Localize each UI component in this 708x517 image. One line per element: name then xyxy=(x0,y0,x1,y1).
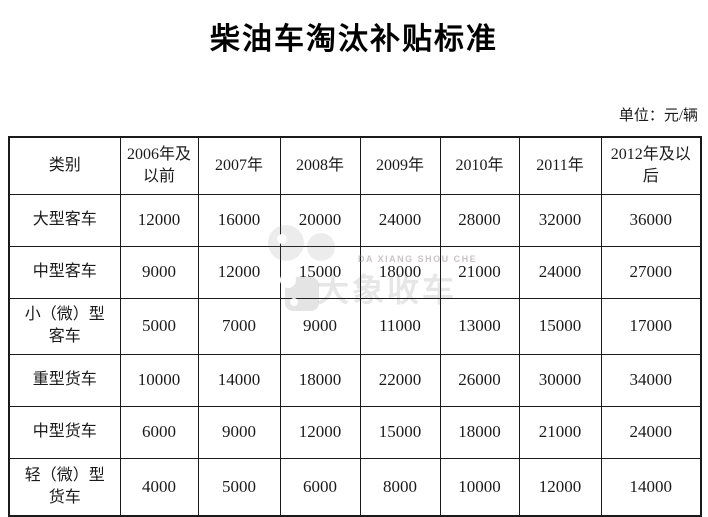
table-cell: 12000 xyxy=(279,405,361,459)
row-header: 轻（微）型 货车 xyxy=(8,457,121,517)
table-cell: 14000 xyxy=(197,353,281,407)
table-row-small-bus: 小（微）型 客车 5000 7000 9000 11000 13000 1500… xyxy=(8,297,702,355)
row-header: 重型货车 xyxy=(8,353,121,407)
table-cell: 12000 xyxy=(119,193,199,247)
table-cell: 36000 xyxy=(600,193,702,247)
table-cell: 9000 xyxy=(279,297,361,355)
unit-label: 单位：元/辆 xyxy=(618,108,698,124)
table-cell: 5000 xyxy=(197,457,281,517)
column-header-category: 类别 xyxy=(8,136,121,195)
table-cell: 13000 xyxy=(439,297,520,355)
header-row: 类别 2006年及 以前 2007年 2008年 2009年 2010年 201… xyxy=(8,136,702,195)
row-header: 大型客车 xyxy=(8,193,121,247)
subsidy-table-container: 类别 2006年及 以前 2007年 2008年 2009年 2010年 201… xyxy=(8,136,702,517)
table-cell: 16000 xyxy=(197,193,281,247)
column-header-2011: 2011年 xyxy=(518,136,602,195)
table-cell: 24000 xyxy=(518,245,602,299)
page-title: 柴油车淘汰补贴标准 xyxy=(210,23,498,56)
table-cell: 12000 xyxy=(197,245,281,299)
table-cell: 11000 xyxy=(359,297,441,355)
table-cell: 9000 xyxy=(197,405,281,459)
table-cell: 21000 xyxy=(518,405,602,459)
subsidy-table: 类别 2006年及 以前 2007年 2008年 2009年 2010年 201… xyxy=(8,136,702,517)
table-row-heavy-truck: 重型货车 10000 14000 18000 22000 26000 30000… xyxy=(8,353,702,407)
table-cell: 9000 xyxy=(119,245,199,299)
table-row-medium-bus: 中型客车 9000 12000 15000 18000 21000 24000 … xyxy=(8,245,702,299)
table-cell: 5000 xyxy=(119,297,199,355)
table-cell: 15000 xyxy=(279,245,361,299)
column-header-2007: 2007年 xyxy=(197,136,281,195)
table-cell: 14000 xyxy=(600,457,702,517)
table-cell: 24000 xyxy=(600,405,702,459)
row-header: 中型客车 xyxy=(8,245,121,299)
table-cell: 15000 xyxy=(359,405,441,459)
table-cell: 20000 xyxy=(279,193,361,247)
table-cell: 22000 xyxy=(359,353,441,407)
table-cell: 24000 xyxy=(359,193,441,247)
table-cell: 30000 xyxy=(518,353,602,407)
row-header: 小（微）型 客车 xyxy=(8,297,121,355)
table-cell: 8000 xyxy=(359,457,441,517)
column-header-2006: 2006年及 以前 xyxy=(119,136,199,195)
table-cell: 6000 xyxy=(119,405,199,459)
table-cell: 10000 xyxy=(119,353,199,407)
column-header-2008: 2008年 xyxy=(279,136,361,195)
column-header-2010: 2010年 xyxy=(439,136,520,195)
table-cell: 28000 xyxy=(439,193,520,247)
table-cell: 26000 xyxy=(439,353,520,407)
table-cell: 27000 xyxy=(600,245,702,299)
table-cell: 15000 xyxy=(518,297,602,355)
table-cell: 18000 xyxy=(439,405,520,459)
table-cell: 21000 xyxy=(439,245,520,299)
column-header-2012: 2012年及以 后 xyxy=(600,136,702,195)
column-header-2009: 2009年 xyxy=(359,136,441,195)
table-cell: 18000 xyxy=(279,353,361,407)
table-cell: 18000 xyxy=(359,245,441,299)
table-cell: 12000 xyxy=(518,457,602,517)
table-cell: 34000 xyxy=(600,353,702,407)
table-row-large-bus: 大型客车 12000 16000 20000 24000 28000 32000… xyxy=(8,193,702,247)
table-cell: 10000 xyxy=(439,457,520,517)
table-cell: 32000 xyxy=(518,193,602,247)
table-cell: 7000 xyxy=(197,297,281,355)
table-row-light-truck: 轻（微）型 货车 4000 5000 6000 8000 10000 12000… xyxy=(8,457,702,517)
table-row-medium-truck: 中型货车 6000 9000 12000 15000 18000 21000 2… xyxy=(8,405,702,459)
row-header: 中型货车 xyxy=(8,405,121,459)
table-cell: 6000 xyxy=(279,457,361,517)
table-cell: 4000 xyxy=(119,457,199,517)
table-cell: 17000 xyxy=(600,297,702,355)
